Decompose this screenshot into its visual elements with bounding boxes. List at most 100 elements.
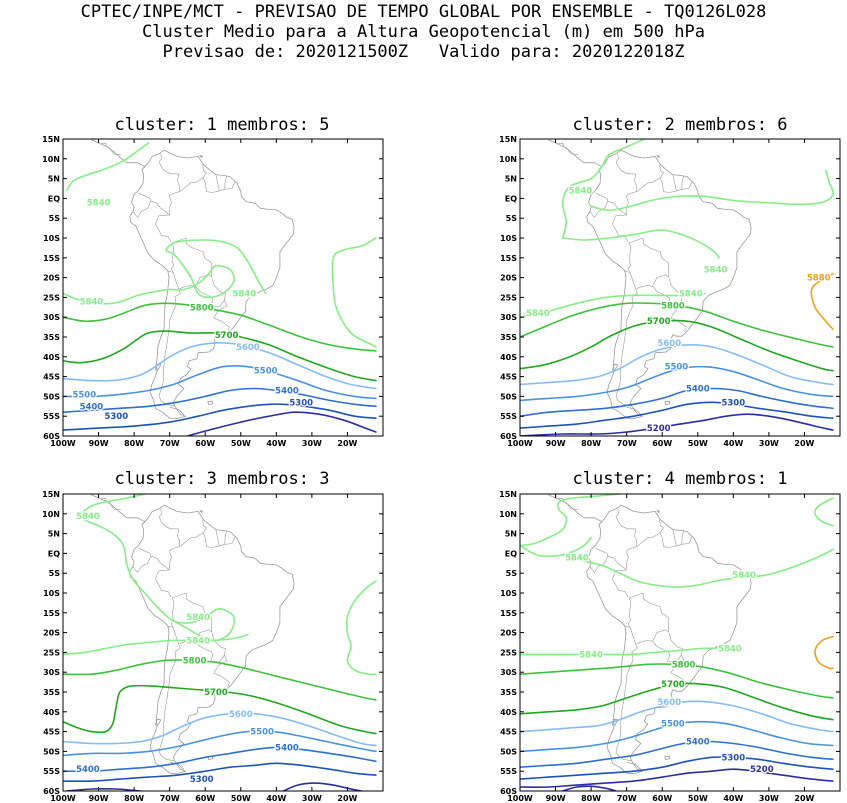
- contour-label: 5840: [718, 644, 742, 654]
- lat-tick-label: 25S: [500, 648, 517, 657]
- contour-5700: [520, 319, 834, 372]
- lat-tick-label: 5S: [49, 569, 61, 578]
- lat-tick-label: 5S: [49, 214, 61, 223]
- chart-title-line1: CPTEC/INPE/MCT - PREVISAO DE TEMPO GLOBA…: [80, 2, 767, 22]
- contour-5300: [63, 762, 377, 783]
- lon-tick-label: 20W: [337, 794, 357, 803]
- lat-tick-label: 10N: [42, 155, 60, 164]
- contour-5700: [63, 330, 377, 382]
- contour-5840: [345, 580, 377, 676]
- map-panel-3: cluster: 3 membros: 3 5840 5840 5840 5800 570…: [42, 469, 384, 803]
- lon-tick-label: 20W: [794, 439, 814, 448]
- lat-tick-label: 60S: [500, 787, 517, 796]
- lat-tick-label: 45S: [500, 373, 517, 382]
- lat-tick-label: 5N: [505, 530, 517, 539]
- lat-tick-label: 45S: [43, 373, 60, 382]
- lat-tick-label: 25S: [43, 648, 60, 657]
- lat-tick-label: 50S: [500, 747, 517, 756]
- contour-5840: [80, 494, 146, 515]
- panel-title: cluster: 1 membros: 5: [115, 115, 330, 135]
- lat-tick-label: 15N: [499, 135, 517, 144]
- map-frame: [62, 138, 384, 437]
- contour-5840: [331, 237, 377, 348]
- contour-label: 5400: [80, 402, 104, 412]
- contour-label: 5400: [275, 387, 299, 397]
- map-panel-2: cluster: 2 membros: 6 5840 5840 5840 5840 588…: [499, 115, 841, 448]
- lat-tick-label: 40S: [500, 708, 517, 717]
- contour-5840: [520, 494, 621, 547]
- contour-5200: [282, 782, 363, 791]
- contour-label: 5800: [672, 660, 696, 670]
- contour-label: 5500: [254, 367, 278, 377]
- panel-title: cluster: 2 membros: 6: [573, 115, 788, 135]
- contour-label: 5840: [186, 637, 210, 647]
- lon-tick-label: 60W: [652, 794, 672, 803]
- contour-5700: [63, 684, 377, 735]
- coastline: [548, 139, 752, 419]
- lat-tick-label: 5S: [506, 569, 518, 578]
- contour-label: 5400: [275, 743, 299, 753]
- lat-tick-label: 10N: [42, 510, 60, 519]
- contour-label: 5500: [665, 363, 689, 373]
- lat-tick-label: 55S: [43, 412, 60, 421]
- lon-tick-label: 20W: [794, 794, 814, 803]
- lat-tick-label: 10S: [500, 589, 517, 598]
- lat-tick-label: 50S: [43, 747, 60, 756]
- lon-tick-label: 50W: [688, 794, 708, 803]
- lat-tick-label: 30S: [500, 668, 517, 677]
- contour-label: 5800: [183, 656, 207, 666]
- lon-tick-label: 100W: [507, 439, 533, 448]
- lat-tick-label: 15N: [42, 135, 60, 144]
- contour-5840: [63, 239, 267, 305]
- lat-tick-label: 10S: [43, 589, 60, 598]
- lat-tick-label: 15S: [500, 609, 517, 618]
- lat-tick-label: 5N: [48, 530, 60, 539]
- contour-5400: [63, 387, 377, 413]
- contour-label: 5840: [526, 309, 550, 319]
- coastline: [548, 494, 752, 774]
- lon-tick-label: 90W: [89, 439, 109, 448]
- contour-label: 5700: [215, 331, 239, 341]
- contour-label: 5840: [87, 198, 111, 208]
- lon-tick-label: 20W: [337, 439, 357, 448]
- lat-tick-label: 55S: [500, 412, 517, 421]
- map-panel-4: cluster: 4 membros: 1 5840 5840 5840 5840 580…: [499, 469, 841, 803]
- lat-tick-label: 10S: [43, 234, 60, 243]
- contour-5400: [520, 740, 834, 768]
- lat-tick-label: 10S: [500, 234, 517, 243]
- contour-label: 5400: [76, 765, 100, 775]
- lon-tick-label: 30W: [759, 439, 779, 448]
- lat-tick-label: EQ: [505, 549, 517, 558]
- contour-5500: [520, 720, 834, 753]
- lat-tick-label: 20S: [43, 629, 60, 638]
- lat-tick-label: 20S: [500, 274, 517, 283]
- lat-tick-label: 15S: [43, 609, 60, 618]
- lon-tick-label: 50W: [688, 439, 708, 448]
- lat-tick-label: 25S: [43, 293, 60, 302]
- lon-tick-label: 40W: [723, 794, 743, 803]
- panel-title: cluster: 3 membros: 3: [115, 469, 330, 489]
- lat-tick-label: 35S: [43, 333, 60, 342]
- lat-tick-label: 5N: [48, 175, 60, 184]
- lon-tick-label: 70W: [617, 439, 637, 448]
- contour-label: 5840: [679, 289, 703, 299]
- lon-tick-label: 60W: [195, 439, 215, 448]
- lat-tick-label: 35S: [500, 333, 517, 342]
- lat-tick-label: 35S: [43, 688, 60, 697]
- contour-label: 5300: [721, 753, 745, 763]
- contour-label: 5700: [204, 688, 228, 698]
- contour-label: 5880: [807, 274, 831, 284]
- lat-tick-label: EQ: [48, 194, 60, 203]
- lat-tick-label: EQ: [505, 194, 517, 203]
- contour-label: 5600: [657, 339, 681, 349]
- contour-5800: [520, 302, 834, 348]
- contour-label: 5500: [250, 728, 274, 738]
- lat-tick-label: 5N: [505, 175, 517, 184]
- contour-label: 5840: [186, 613, 210, 623]
- lat-tick-label: 30S: [43, 313, 60, 322]
- contour-5840: [561, 139, 646, 239]
- lon-tick-label: 30W: [759, 794, 779, 803]
- lat-tick-label: 30S: [500, 313, 517, 322]
- contour-label: 5840: [569, 187, 593, 197]
